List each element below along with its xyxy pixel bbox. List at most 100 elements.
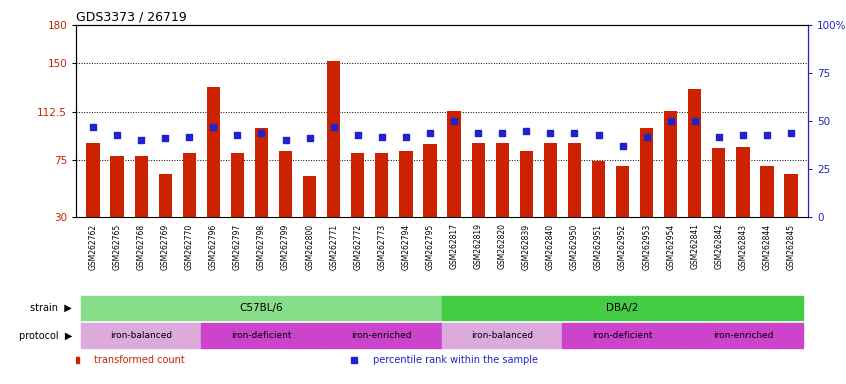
Point — [423, 130, 437, 136]
Bar — [351, 153, 365, 217]
Point — [761, 132, 774, 138]
Point — [784, 130, 798, 136]
Point — [303, 136, 316, 142]
Bar — [688, 89, 701, 217]
Point — [135, 137, 148, 144]
Bar — [664, 111, 678, 217]
Bar — [683, 217, 706, 294]
Text: GSM262772: GSM262772 — [354, 223, 362, 270]
Bar — [346, 217, 370, 294]
Bar — [178, 217, 201, 294]
Bar — [273, 217, 298, 294]
Point — [158, 136, 172, 142]
Bar — [394, 217, 418, 294]
Text: GSM262820: GSM262820 — [497, 223, 507, 270]
Text: DBA/2: DBA/2 — [607, 303, 639, 313]
Text: GSM262795: GSM262795 — [426, 223, 435, 270]
Text: protocol  ▶: protocol ▶ — [19, 331, 72, 341]
Bar — [442, 217, 466, 294]
Text: GSM262762: GSM262762 — [89, 223, 97, 270]
Bar — [201, 217, 225, 294]
Point — [640, 134, 653, 140]
Point — [110, 132, 124, 138]
Point — [616, 143, 629, 149]
Bar — [250, 217, 273, 294]
Bar — [183, 153, 196, 217]
Bar — [81, 217, 105, 294]
Text: iron-enriched: iron-enriched — [712, 331, 773, 340]
Bar — [376, 153, 388, 217]
Point — [591, 132, 605, 138]
Bar — [586, 217, 611, 294]
Bar — [490, 217, 514, 294]
Text: GSM262799: GSM262799 — [281, 223, 290, 270]
Text: GSM262771: GSM262771 — [329, 223, 338, 270]
Bar — [111, 156, 124, 217]
Bar — [761, 166, 773, 217]
Bar — [231, 153, 244, 217]
Bar — [634, 217, 659, 294]
Point — [351, 132, 365, 138]
Bar — [158, 174, 172, 217]
Text: percentile rank within the sample: percentile rank within the sample — [372, 355, 537, 365]
Point — [86, 124, 100, 130]
Bar — [471, 143, 485, 217]
Text: GSM262843: GSM262843 — [739, 223, 747, 270]
Text: GSM262844: GSM262844 — [762, 223, 772, 270]
Text: transformed count: transformed count — [95, 355, 185, 365]
Text: iron-deficient: iron-deficient — [231, 331, 292, 340]
Point — [712, 134, 726, 140]
Text: GSM262773: GSM262773 — [377, 223, 387, 270]
Bar — [544, 143, 557, 217]
Point — [544, 130, 558, 136]
Point — [736, 132, 750, 138]
Bar — [568, 143, 581, 217]
Text: iron-enriched: iron-enriched — [352, 331, 412, 340]
Point — [664, 118, 678, 124]
Bar — [279, 151, 292, 217]
Bar — [225, 217, 250, 294]
Text: GSM262950: GSM262950 — [570, 223, 579, 270]
Bar — [105, 217, 129, 294]
Text: GSM262768: GSM262768 — [137, 223, 146, 270]
Point — [399, 134, 413, 140]
Bar — [538, 217, 563, 294]
Text: GSM262953: GSM262953 — [642, 223, 651, 270]
Bar — [86, 143, 100, 217]
Bar — [496, 143, 508, 217]
Bar — [423, 144, 437, 217]
Bar — [206, 86, 220, 217]
Bar — [640, 127, 653, 217]
Point — [448, 118, 461, 124]
Text: GSM262797: GSM262797 — [233, 223, 242, 270]
Bar — [755, 217, 779, 294]
Text: GSM262839: GSM262839 — [522, 223, 530, 270]
Bar — [514, 217, 538, 294]
Bar — [784, 174, 798, 217]
Bar — [466, 217, 490, 294]
Text: GSM262817: GSM262817 — [449, 223, 459, 270]
Bar — [779, 217, 803, 294]
Bar — [616, 166, 629, 217]
Bar — [731, 217, 755, 294]
Text: iron-balanced: iron-balanced — [471, 331, 533, 340]
Bar — [303, 176, 316, 217]
Point — [279, 137, 293, 144]
Bar — [418, 217, 442, 294]
Bar — [519, 151, 533, 217]
Point — [206, 124, 220, 130]
Text: GSM262798: GSM262798 — [257, 223, 266, 270]
Text: iron-deficient: iron-deficient — [592, 331, 653, 340]
Text: GSM262794: GSM262794 — [401, 223, 410, 270]
Text: GSM262800: GSM262800 — [305, 223, 314, 270]
Bar — [399, 151, 413, 217]
Point — [496, 130, 509, 136]
Bar — [153, 217, 178, 294]
Text: GSM262841: GSM262841 — [690, 223, 700, 270]
Text: GSM262951: GSM262951 — [594, 223, 603, 270]
Bar — [321, 217, 346, 294]
Text: GSM262952: GSM262952 — [618, 223, 627, 270]
Point — [568, 130, 581, 136]
Bar — [712, 148, 726, 217]
Bar — [448, 111, 461, 217]
